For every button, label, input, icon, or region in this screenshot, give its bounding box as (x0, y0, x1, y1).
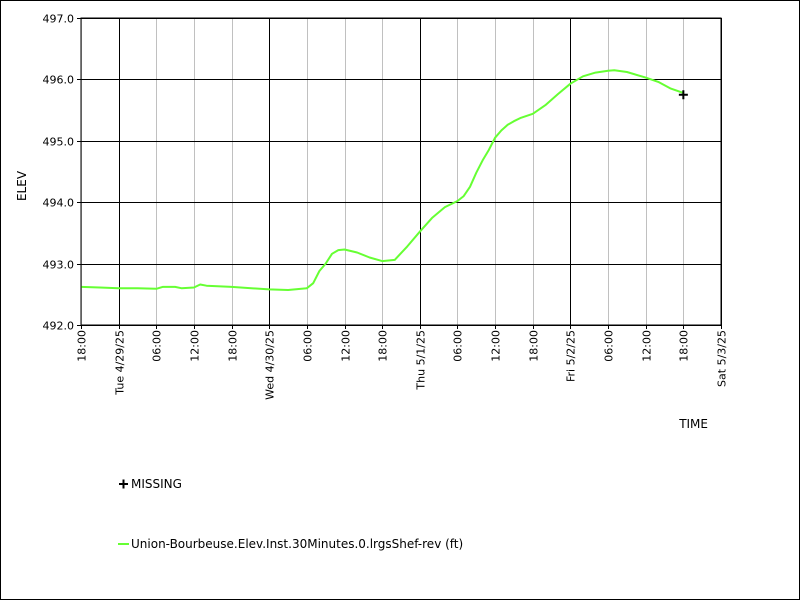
series-line-0 (80, 69, 684, 291)
x-tick-label: 06:00 (452, 330, 465, 362)
x-tick-label: 06:00 (603, 330, 616, 362)
x-tick-label: 18:00 (76, 330, 89, 362)
x-tick-label: 12:00 (490, 330, 503, 362)
x-tick-label: Fri 5/2/25 (565, 330, 578, 382)
x-tick-label: 12:00 (641, 330, 654, 362)
legend-series-label: Union-Bourbeuse.Elev.Inst.30Minutes.0.lr… (131, 537, 463, 551)
x-tick-label: Tue 4/29/25 (114, 330, 127, 396)
series-lines (80, 69, 684, 291)
x-tick-label: Thu 5/1/25 (415, 330, 428, 391)
plot-border (80, 17, 722, 326)
x-tick-label: 12:00 (189, 330, 202, 362)
x-tick-label: 06:00 (151, 330, 164, 362)
y-tick-label: 492.0 (43, 320, 75, 333)
y-tick-label: 496.0 (43, 74, 75, 87)
x-tick-label: 06:00 (302, 330, 315, 362)
x-tick-labels: 18:00 Tue 4/29/25 06:00 12:00 18:00 Wed 4/30/… (76, 330, 729, 400)
legend-missing-label: MISSING (131, 477, 182, 491)
legend: MISSING Union-Bourbeuse.Elev.Inst.30Minu… (118, 477, 463, 551)
plot-area (81, 18, 721, 325)
x-tick-label: Sat 5/3/25 (716, 330, 729, 387)
x-tick-label: Wed 4/30/25 (264, 330, 277, 400)
x-axis-title: TIME (678, 417, 708, 431)
x-tick-label: 18:00 (678, 330, 691, 362)
x-tick-label: 12:00 (340, 330, 353, 362)
y-tick-labels: 492.0 493.0 494.0 495.0 496.0 497.0 (43, 13, 75, 333)
y-tick-label: 497.0 (43, 13, 75, 26)
missing-marker (678, 90, 688, 100)
y-tick-label: 494.0 (43, 197, 75, 210)
x-tick-label: 18:00 (528, 330, 541, 362)
x-tick-label: 18:00 (377, 330, 390, 362)
x-tick-label: 18:00 (227, 330, 240, 362)
y-tick-label: 495.0 (43, 136, 75, 149)
missing-markers (678, 90, 688, 100)
y-tick-label: 493.0 (43, 259, 75, 272)
legend-missing-icon (119, 479, 128, 489)
y-axis-title: ELEV (15, 170, 29, 201)
